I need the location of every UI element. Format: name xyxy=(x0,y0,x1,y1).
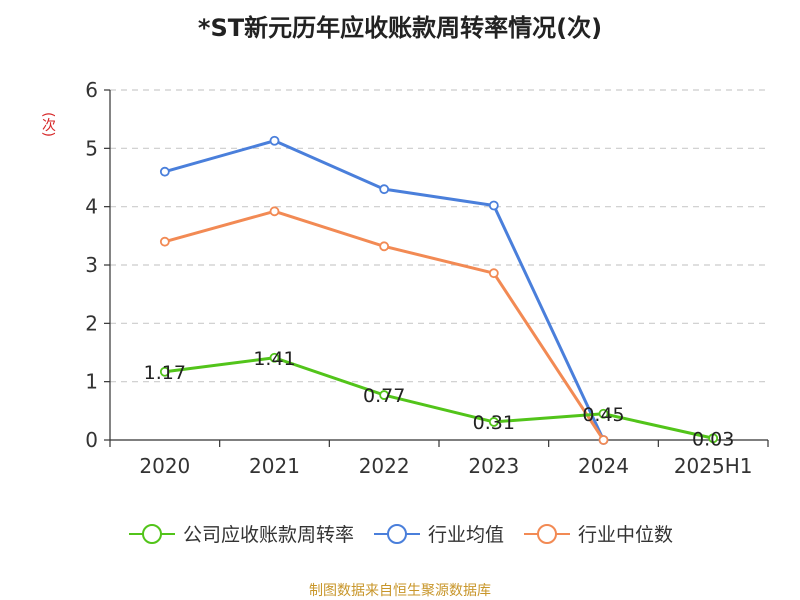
legend-item-company[interactable]: 公司应收账款周转率 xyxy=(127,520,354,547)
legend-item-industry-mean[interactable]: 行业均值 xyxy=(372,520,504,547)
legend-label-industry-mean: 行业均值 xyxy=(427,524,504,546)
data-point xyxy=(708,433,719,444)
legend-item-industry-median[interactable]: 行业中位数 xyxy=(522,520,673,547)
y-tick-label: 6 xyxy=(85,78,98,102)
x-tick-label: 2025H1 xyxy=(674,454,753,478)
series-line xyxy=(164,356,714,440)
chart-title: *ST新元历年应收账款周转率情况(次) xyxy=(197,14,603,42)
x-tick-label: 2023 xyxy=(468,454,519,478)
data-point xyxy=(379,390,390,400)
legend-marker-industry-mean xyxy=(373,523,420,544)
data-label: 0.77 xyxy=(363,385,405,407)
y-tick-label: 5 xyxy=(85,136,98,160)
data-point xyxy=(269,135,280,146)
data-label: 0.31 xyxy=(473,412,515,434)
x-tick-label: 2020 xyxy=(139,454,190,478)
legend-label-company: 公司应收账款周转率 xyxy=(182,524,354,546)
data-label: 1.17 xyxy=(144,362,186,384)
data-point xyxy=(269,206,280,217)
data-point xyxy=(269,352,280,363)
data-point xyxy=(488,417,499,427)
source-note: 制图数据来自恒生聚源数据库 xyxy=(309,583,491,599)
data-point xyxy=(379,241,390,252)
legend-marker-industry-median xyxy=(524,523,570,544)
legend-label-industry-median: 行业中位数 xyxy=(578,524,674,546)
data-label: 0.03 xyxy=(692,428,734,450)
y-tick-label: 4 xyxy=(85,195,98,219)
y-tick-label: 2 xyxy=(85,311,98,335)
data-point xyxy=(488,200,499,211)
data-point xyxy=(598,435,609,445)
y-tick-label: 0 xyxy=(85,428,98,452)
data-point xyxy=(488,268,499,279)
data-point xyxy=(159,366,170,377)
data-point xyxy=(159,236,170,247)
x-tick-label: 2021 xyxy=(249,454,300,478)
legend: 公司应收账款周转率 行业均值 行业中位数 xyxy=(0,520,800,547)
data-point xyxy=(598,408,609,419)
legend-marker-company xyxy=(128,523,175,544)
data-point xyxy=(159,166,170,177)
y-tick-label: 1 xyxy=(85,370,98,394)
y-tick-label: 3 xyxy=(85,253,98,277)
x-tick-label: 2022 xyxy=(359,454,410,478)
data-label: 1.41 xyxy=(253,348,295,370)
data-label: 0.45 xyxy=(582,404,624,426)
y-axis-label: (次) xyxy=(40,112,56,137)
data-point xyxy=(379,184,390,195)
x-tick-label: 2024 xyxy=(578,454,629,478)
